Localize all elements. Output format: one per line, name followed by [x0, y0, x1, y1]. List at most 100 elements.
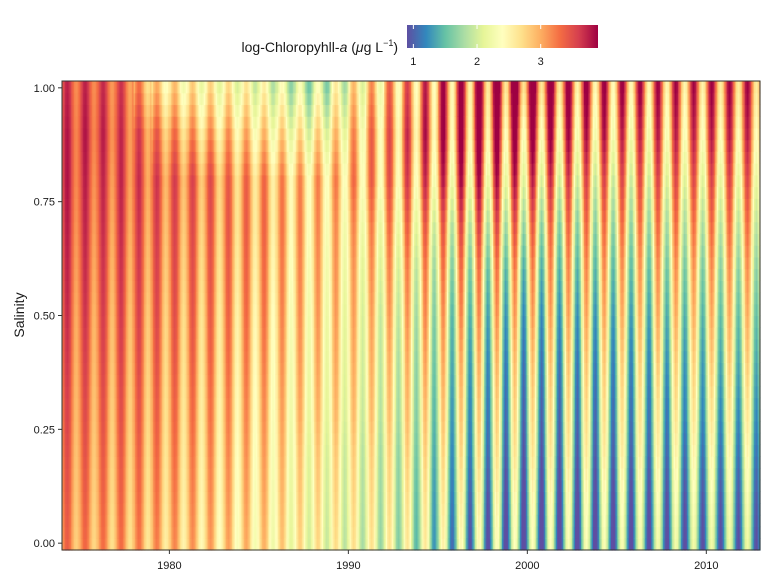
- heatmap-cell: [75, 151, 78, 164]
- heatmap-cell: [81, 526, 84, 539]
- heatmap-cell: [81, 268, 84, 281]
- heatmap-cell: [114, 92, 117, 106]
- heatmap-cell: [72, 139, 75, 152]
- heatmap-cell: [97, 315, 100, 328]
- heatmap-cell: [94, 163, 97, 176]
- heatmap-cell: [97, 163, 100, 176]
- heatmap-cell: [132, 116, 135, 129]
- heatmap-cell: [108, 256, 111, 270]
- heatmap-cell: [124, 421, 127, 434]
- heatmap-cell: [126, 209, 129, 223]
- heatmap-cell: [66, 256, 69, 270]
- heatmap-cell: [115, 479, 118, 492]
- heatmap-cell: [124, 186, 127, 199]
- heatmap-cell: [79, 421, 82, 434]
- heatmap-cell: [129, 174, 132, 188]
- heatmap-cell: [124, 233, 127, 246]
- heatmap-cell: [69, 327, 72, 340]
- heatmap-cell: [72, 245, 75, 258]
- heatmap-cell: [63, 514, 66, 528]
- heatmap-cell: [63, 444, 66, 457]
- heatmap-cell: [78, 198, 81, 211]
- heatmap-cell: [114, 81, 117, 94]
- heatmap-cell: [78, 421, 81, 434]
- heatmap-cell: [109, 338, 112, 352]
- heatmap-cell: [133, 409, 136, 422]
- heatmap-cell: [64, 174, 68, 188]
- heatmap-cell: [108, 374, 111, 387]
- heatmap-cell: [108, 186, 111, 199]
- heatmap-cell: [130, 256, 133, 270]
- heatmap-cell: [136, 514, 139, 528]
- heatmap-cell: [76, 374, 79, 387]
- heatmap-cell: [124, 338, 127, 352]
- heatmap-cell: [114, 303, 117, 317]
- heatmap-cell: [136, 467, 139, 481]
- heatmap-cell: [96, 292, 99, 305]
- heatmap-cell: [124, 315, 127, 328]
- heatmap-cell: [120, 151, 123, 164]
- heatmap-cell: [85, 503, 88, 516]
- heatmap-cell: [73, 479, 77, 492]
- heatmap-cell: [135, 280, 138, 293]
- heatmap-cell: [73, 467, 77, 481]
- heatmap-cell: [103, 421, 106, 434]
- heatmap-cell: [70, 81, 74, 94]
- heatmap-cell: [62, 221, 65, 235]
- heatmap-cell: [135, 116, 138, 129]
- heatmap-cell: [114, 526, 117, 539]
- heatmap-cell: [118, 174, 121, 188]
- heatmap-cell: [117, 116, 120, 129]
- heatmap-cell: [79, 338, 82, 352]
- heatmap-cell: [115, 538, 118, 551]
- heatmap-cell: [99, 456, 102, 469]
- heatmap-cell: [91, 303, 94, 317]
- heatmap-cell: [120, 92, 123, 106]
- heatmap-cell: [79, 233, 82, 246]
- heatmap-cell: [62, 92, 65, 106]
- heatmap-cell: [112, 186, 115, 199]
- heatmap-cell: [78, 92, 81, 106]
- heatmap-cell: [121, 233, 124, 246]
- heatmap-cell: [118, 198, 121, 211]
- heatmap-cell: [70, 268, 74, 281]
- heatmap-cell: [120, 385, 123, 399]
- heatmap-cell: [133, 198, 136, 211]
- heatmap-cell: [111, 163, 114, 176]
- heatmap-cell: [129, 456, 132, 469]
- heatmap-cell: [90, 139, 93, 152]
- heatmap-cell: [132, 385, 135, 399]
- heatmap-cell: [124, 81, 127, 94]
- heatmap-cell: [69, 491, 72, 504]
- heatmap-cell: [96, 409, 99, 422]
- heatmap-cell: [123, 362, 126, 375]
- heatmap-cell: [99, 503, 102, 516]
- heatmap-cell: [105, 374, 108, 387]
- heatmap-cell: [75, 479, 78, 492]
- heatmap-cell: [85, 268, 88, 281]
- heatmap-cell: [120, 421, 123, 434]
- heatmap-cell: [73, 303, 77, 317]
- heatmap-cell: [133, 163, 136, 176]
- heatmap-cell: [85, 421, 88, 434]
- heatmap-cell: [114, 268, 117, 281]
- heatmap-cell: [106, 444, 109, 457]
- heatmap-cell: [91, 315, 94, 328]
- heatmap-cell: [78, 151, 81, 164]
- heatmap-cell: [117, 409, 120, 422]
- heatmap-cell: [106, 245, 109, 258]
- heatmap-cell: [124, 256, 127, 270]
- heatmap-cell: [79, 268, 82, 281]
- heatmap-cell: [117, 209, 120, 223]
- heatmap-cell: [129, 503, 132, 516]
- heatmap-cell: [66, 163, 69, 176]
- heatmap-cell: [111, 151, 114, 164]
- heatmap-cell: [135, 139, 138, 152]
- heatmap-cell: [64, 198, 68, 211]
- heatmap-cell: [93, 491, 96, 504]
- heatmap-cell: [112, 409, 115, 422]
- heatmap-cell: [136, 479, 139, 492]
- heatmap-cell: [120, 503, 123, 516]
- heatmap-cell: [127, 467, 130, 481]
- heatmap-cell: [135, 256, 138, 270]
